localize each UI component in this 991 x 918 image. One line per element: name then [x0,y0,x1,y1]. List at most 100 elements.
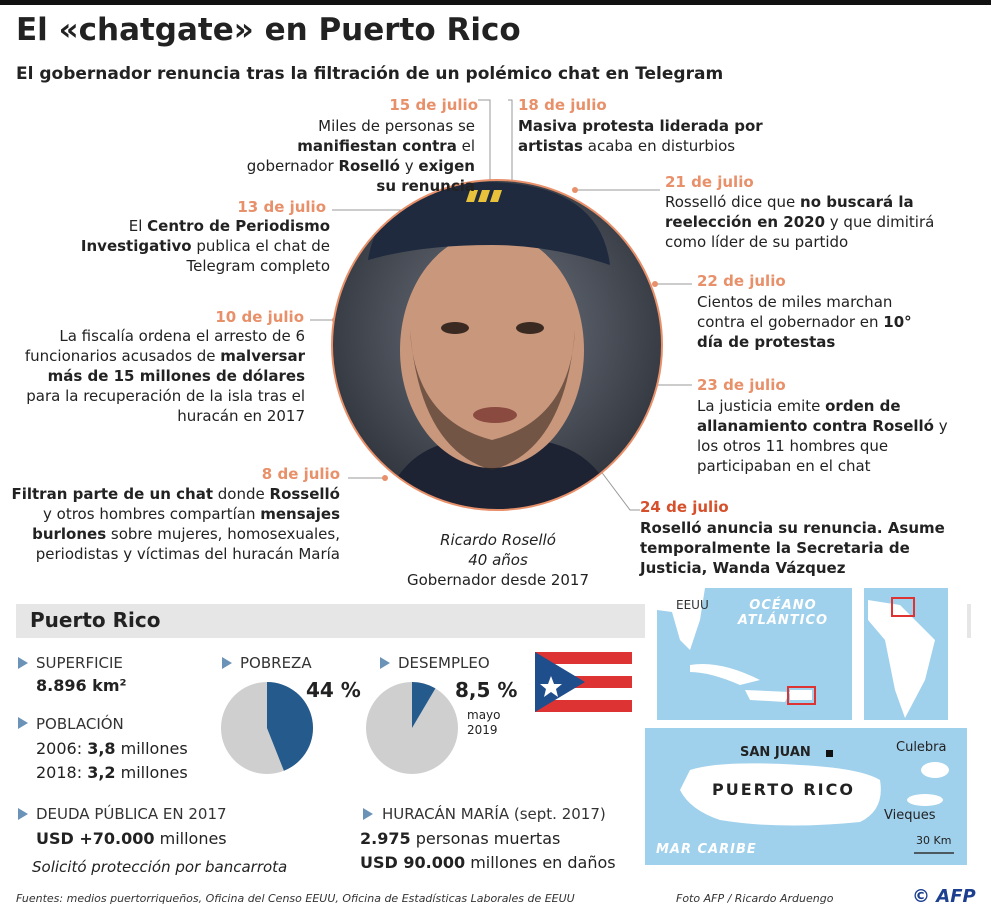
pie-slice [267,682,313,771]
top-bar [0,0,991,5]
fact-value: 2.975 personas muertas [360,828,560,850]
text-run: 3,8 [87,739,116,758]
timeline-text: Miles de personas se manifiestan contra … [235,116,475,196]
map-label: MAR CARIBE [656,842,757,857]
map-label: OCÉANO ATLÁNTICO [737,598,829,628]
text-run: 2006: [36,739,88,758]
text-run: para la recuperación de la isla tras el … [26,387,305,425]
text-run: malversar más de 15 millones de dólares [47,347,305,385]
title: El «chatgate» en Puerto Rico [16,12,521,48]
fact-label: DEUDA PÚBLICA EN 2017 [36,805,227,823]
person-age: 40 años [468,551,528,569]
map-label: Culebra [896,740,947,755]
subtitle: El gobernador renuncia tras la filtració… [16,64,724,84]
facts-title: Puerto Rico [30,608,161,632]
text-run: Rosselló [269,485,340,503]
map [645,585,967,865]
timeline-date: 23 de julio [697,376,786,394]
timeline-text: Cientos de miles marchan contra el gober… [697,292,937,352]
flag [535,652,632,712]
text-run: 2.975 [360,829,411,848]
fact-value: 2006: 3,8 millones [36,738,188,760]
pie-slice [412,682,436,728]
text-run: exigen su renuncia [376,157,475,195]
timeline-date: 8 de julio [261,465,340,483]
timeline-text: La justicia emite orden de allanamiento … [697,396,967,476]
fact-value: 2018: 3,2 millones [36,762,188,784]
timeline-text: Rosselló dice que no buscará la reelecci… [665,192,965,252]
fact-label: DESEMPLEO [398,654,490,672]
text-run: Roselló [338,157,400,175]
text-run: publica el chat de Telegram completo [186,237,330,275]
text-run: USD +70.000 [36,829,155,848]
timeline-date: 13 de julio [237,198,326,216]
text-run: mensajes burlones [32,505,340,543]
timeline-text: Masiva protesta liderada por artistas ac… [518,116,798,156]
text-run: sobre mujeres, homosexuales, periodistas… [35,525,340,563]
pie-label: 44 % [306,678,361,702]
text-run: 2018: [36,763,88,782]
timeline-text: Filtran parte de un chat donde Rosselló … [10,484,340,564]
text-run: La justicia emite [697,397,826,415]
person-name: Ricardo Roselló [440,531,556,549]
portrait-ring [331,179,663,511]
text-run: La fiscalía ordena el arresto de 6 funci… [24,327,305,365]
sources: Fuentes: medios puertorriqueños, Oficina… [16,892,575,905]
text-run: el gobernador [246,137,475,175]
text-run: Roselló anuncia su renuncia. Asume tempo… [640,519,945,577]
agency-logo: © AFP [912,886,976,907]
fact-value: 8.896 km² [36,676,127,695]
text-run: donde [213,485,270,503]
timeline-date: 21 de julio [665,173,754,191]
text-run: Rosselló dice que [665,193,801,211]
timeline-text: El Centro de Periodismo Investigativo pu… [60,216,330,276]
text-run: Centro de Periodismo Investigativo [80,217,330,255]
text-run: acaba en disturbios [582,137,736,155]
text-run: no buscará la reelección en 2020 [665,193,914,231]
text-run: Masiva protesta liderada por artistas [518,117,763,155]
timeline-date: 22 de julio [697,272,786,290]
timeline-date: 15 de julio [389,96,478,114]
text-run: y que dimitirá como líder de su partido [665,213,935,251]
text-run: y los otros 11 hombres que participaban … [697,417,948,475]
text-run: millones [115,739,188,758]
timeline-text: La fiscalía ordena el arresto de 6 funci… [20,326,305,426]
bullets [18,657,390,820]
map-label: EEUU [676,598,709,612]
map-scale: 30 Km [916,834,952,847]
text-run: USD 90.000 [360,853,466,872]
text-run: Miles de personas se [318,117,475,135]
fact-label: SUPERFICIE [36,654,123,672]
text-run: millones [154,829,227,848]
timeline-date: 24 de julio [640,498,729,516]
map-label: PUERTO RICO [712,780,855,799]
fact-value: USD +70.000 millones [36,828,227,850]
timeline-date: 18 de julio [518,96,607,114]
text-run: Cientos de miles marchan contra el gober… [697,293,893,331]
map-label: Vieques [884,808,936,823]
fact-note: 2019 [467,723,498,737]
text-run: 10° día de protestas [697,313,912,351]
pie-label: 8,5 % [455,678,518,702]
text-run: El [128,217,148,235]
text-run: millones [115,763,188,782]
text-run: manifiestan contra [297,137,457,155]
fact-note: Solicitó protección por bancarrota [32,858,288,876]
text-run: orden de allanamiento contra Roselló [697,397,934,435]
text-run: y [399,157,419,175]
photo-credit: Foto AFP / Ricardo Arduengo [676,892,834,905]
text-run: 3,2 [87,763,116,782]
person-role: Gobernador desde 2017 [406,571,590,589]
text-run: Filtran parte de un chat [11,485,214,503]
map-label: SAN JUAN [740,745,811,760]
fact-label: HURACÁN MARÍA (sept. 2017) [382,805,606,823]
text-run: personas muertas [410,829,561,848]
fact-label: POBREZA [240,654,312,672]
timeline-date: 10 de julio [215,308,304,326]
fact-value: USD 90.000 millones en daños [360,852,616,874]
text-run: millones en daños [465,853,616,872]
timeline-text: Roselló anuncia su renuncia. Asume tempo… [640,518,960,578]
fact-label: POBLACIÓN [36,715,124,733]
